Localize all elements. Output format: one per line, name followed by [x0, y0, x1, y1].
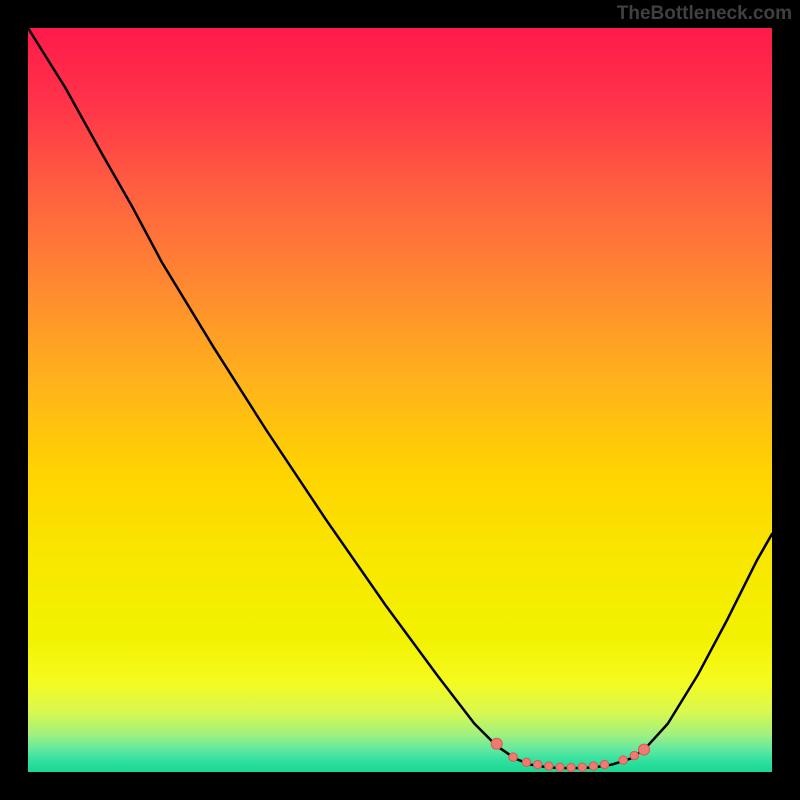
marker-point — [509, 753, 517, 761]
marker-point — [630, 751, 638, 759]
marker-point — [567, 763, 575, 771]
marker-point — [491, 738, 502, 749]
chart-svg — [28, 28, 772, 772]
marker-point — [600, 760, 608, 768]
marker-point — [556, 763, 564, 771]
marker-point — [639, 744, 650, 755]
marker-point — [545, 762, 553, 770]
marker-point — [522, 758, 530, 766]
marker-point — [589, 762, 597, 770]
watermark-text: TheBottleneck.com — [617, 3, 792, 25]
marker-point — [578, 763, 586, 771]
marker-point — [619, 756, 627, 764]
gradient-background — [28, 28, 772, 772]
marker-point — [533, 760, 541, 768]
plot-area — [28, 28, 772, 772]
